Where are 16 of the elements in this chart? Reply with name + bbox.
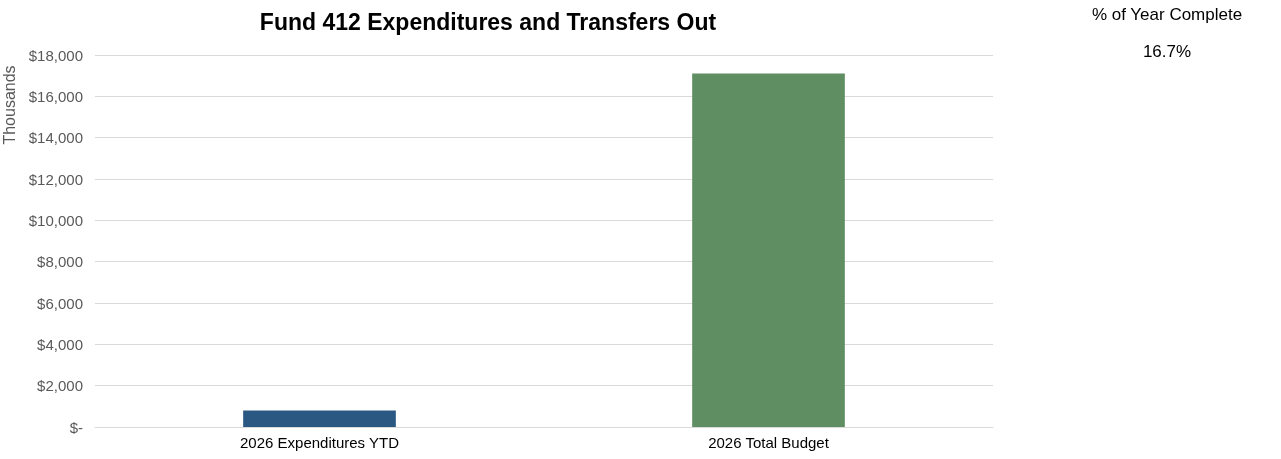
text: 16.7%: [1142, 42, 1192, 61]
y-axis-title: Thousands: [0, 65, 18, 145]
y-tick-label: $4,000: [37, 335, 83, 353]
y-tick-label: $16,000: [28, 87, 83, 105]
x-tick-label: 2026 Total Budget: [708, 434, 830, 451]
chart-title: Fund 412 Expenditures and Transfers Out: [259, 8, 717, 35]
y-tick-label: $6,000: [37, 294, 83, 312]
x-tick-label: 2026 Expenditures YTD: [240, 434, 400, 451]
y-tick-label: $18,000: [28, 46, 83, 64]
y-tick-label: $14,000: [28, 129, 83, 147]
y-tick-label: $10,000: [28, 211, 83, 229]
y-tick-label: $2,000: [37, 377, 83, 395]
y-tick-label: $-: [69, 418, 83, 436]
text: % of Year Complete: [1091, 5, 1243, 24]
y-tick-label: $8,000: [37, 253, 83, 271]
y-tick-label: $12,000: [28, 170, 83, 188]
